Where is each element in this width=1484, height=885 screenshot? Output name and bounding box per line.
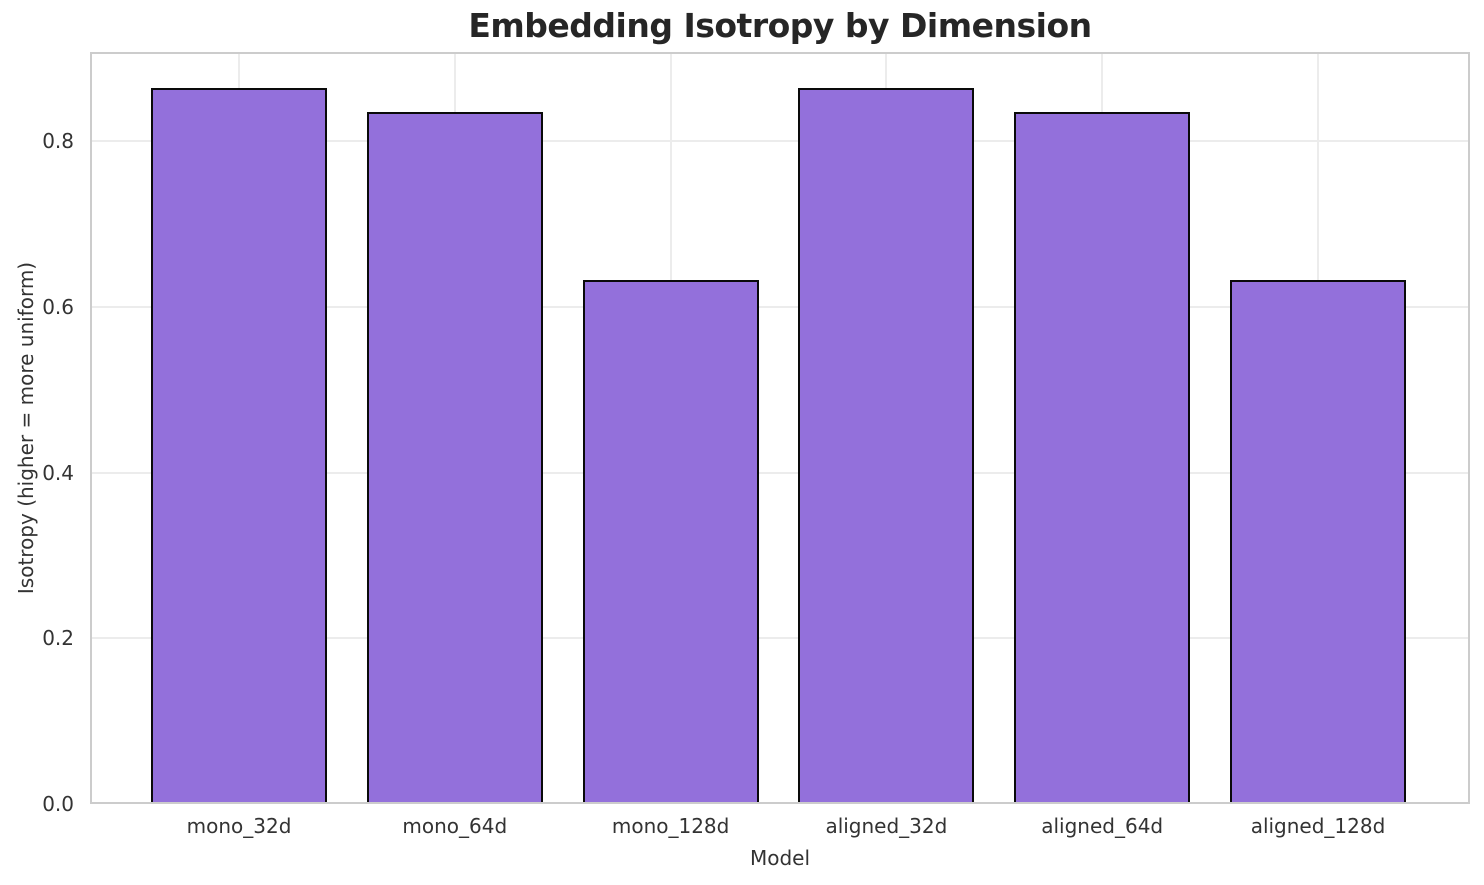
bar-mono_64d [366,111,543,804]
horizontal-gridline [90,306,1470,309]
y-tick-label: 0.8 [42,129,74,154]
top-spine [90,52,1470,54]
y-tick-label: 0.6 [42,295,74,320]
plot-area [90,52,1470,804]
bar-aligned_64d [1014,111,1191,804]
bar-aligned_128d [1230,279,1406,804]
x-tick-label: mono_64d [402,814,508,838]
x-tick-label: aligned_32d [825,814,948,838]
left-spine [90,52,92,804]
y-tick-label: 0.0 [42,792,74,816]
x-tick-label: aligned_64d [1041,814,1164,838]
x-tick-label: mono_128d [611,814,730,838]
y-tick-label: 0.2 [42,626,74,651]
bar-mono_128d [582,279,759,804]
right-spine [1468,52,1470,804]
chart-title: Embedding Isotropy by Dimension [468,6,1092,45]
y-tick-label: 0.4 [42,460,74,485]
horizontal-gridline [90,637,1470,640]
x-tick-label: aligned_128d [1250,814,1386,838]
bar-mono_32d [151,88,327,804]
horizontal-gridline [90,140,1470,143]
x-tick-label: mono_32d [186,814,292,838]
horizontal-gridline [90,471,1470,474]
x-axis-label: Model [749,846,811,870]
bottom-spine [90,802,1470,804]
bar-aligned_32d [798,88,975,804]
